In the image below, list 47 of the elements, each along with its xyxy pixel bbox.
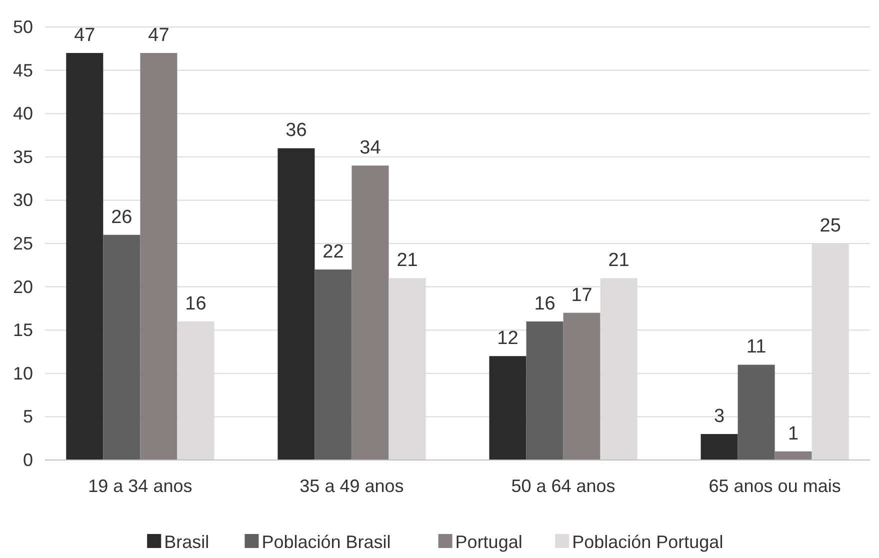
data-label: 47	[148, 24, 170, 46]
y-tick-label: 0	[22, 450, 33, 470]
data-label: 12	[497, 328, 518, 350]
bar	[489, 356, 526, 460]
legend-label: Población Portugal	[572, 532, 724, 552]
data-label: 34	[360, 138, 382, 159]
y-tick-label: 20	[12, 276, 33, 297]
bar	[314, 269, 352, 460]
y-tick-label: 5	[22, 406, 33, 427]
bar	[563, 312, 600, 460]
bar	[738, 364, 775, 460]
y-tick-label: 40	[12, 104, 33, 124]
y-tick-label: 15	[12, 320, 33, 340]
data-label: 47	[74, 24, 96, 46]
bar	[103, 234, 140, 460]
x-tick-label: 50 a 64 anos	[511, 476, 616, 496]
x-tick-label: 65 anos ou mais	[708, 476, 841, 496]
data-label: 25	[820, 216, 841, 236]
x-tick-label: 35 a 49 anos	[300, 476, 404, 496]
data-label: 36	[286, 120, 307, 142]
data-label: 22	[322, 241, 344, 262]
bar	[700, 434, 738, 460]
data-label: 3	[714, 406, 725, 428]
bar	[774, 451, 812, 460]
data-label: 16	[534, 293, 556, 314]
y-tick-label: 50	[12, 17, 33, 37]
y-tick-label: 30	[12, 190, 33, 210]
bar	[66, 52, 104, 460]
data-label: 21	[396, 250, 418, 272]
y-tick-label: 35	[12, 146, 33, 167]
bar	[352, 166, 389, 460]
bar	[140, 52, 178, 460]
data-label: 11	[746, 336, 766, 358]
legend-label: Brasil	[164, 532, 210, 552]
bar	[278, 148, 315, 460]
data-label: 17	[571, 284, 592, 306]
legend-label: Población Brasil	[262, 532, 391, 552]
data-label: 16	[185, 293, 206, 314]
data-label: 21	[608, 250, 630, 272]
x-tick-label: 19 a 34 anos	[88, 476, 192, 496]
y-tick-label: 45	[12, 60, 33, 80]
bar	[526, 321, 564, 460]
data-label: 26	[111, 206, 132, 228]
legend-label: Portugal	[455, 532, 522, 552]
data-label: 1	[788, 423, 799, 444]
y-tick-label: 25	[12, 234, 33, 254]
y-tick-label: 10	[12, 363, 33, 384]
